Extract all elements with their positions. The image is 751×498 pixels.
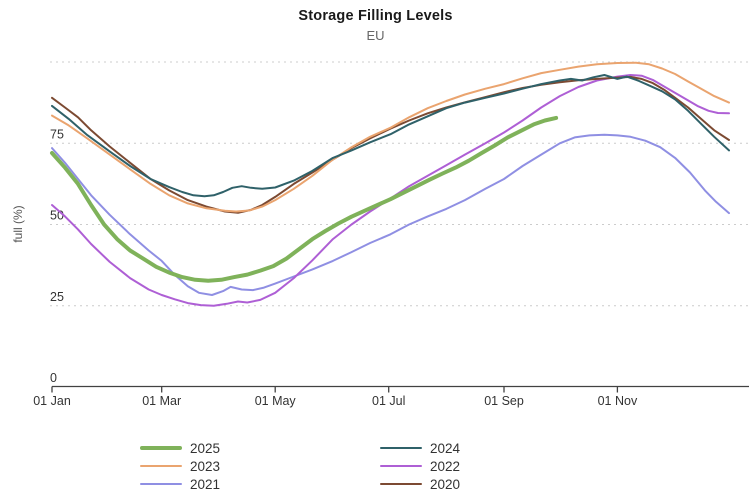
x-axis-label: 01 May (255, 394, 297, 408)
series-line-2023[interactable] (51, 61, 730, 213)
x-axis-label: 01 Jan (33, 394, 71, 408)
legend-label: 2022 (430, 458, 461, 474)
legend-item-2020[interactable]: 2020 (380, 476, 460, 492)
y-axis-label: 25 (50, 290, 64, 304)
legend-line-marker (380, 483, 422, 485)
x-axis-label: 01 Mar (142, 394, 181, 408)
legend-item-2024[interactable]: 2024 (380, 440, 460, 456)
page-subtitle: EU (366, 28, 385, 43)
legend-label: 2023 (190, 458, 221, 474)
legend-item-2023[interactable]: 2023 (140, 458, 220, 474)
legend-line-marker (140, 446, 182, 450)
y-axis-label: 0 (50, 371, 57, 385)
legend-line-marker (380, 465, 422, 467)
y-axis-label: 75 (50, 127, 64, 141)
legend-label: 2024 (430, 440, 461, 456)
legend-line-marker (140, 483, 182, 485)
legend-item-2025[interactable]: 2025 (140, 440, 220, 456)
page-title: Storage Filling Levels (298, 8, 453, 24)
legend-item-2021[interactable]: 2021 (140, 476, 220, 492)
legend-line-marker (140, 465, 182, 467)
series-line-2022[interactable] (51, 74, 730, 307)
plot-area[interactable]: 01 Jan 01 Mar 01 May 01 Jul 01 Sep 01 Nov0255… (0, 0, 751, 418)
series-line-2020[interactable] (51, 75, 730, 214)
series-line-2024[interactable] (51, 74, 730, 198)
legend-label: 2025 (190, 440, 221, 456)
y-axis-title: full (%) (11, 205, 25, 243)
legend-item-2022[interactable]: 2022 (380, 458, 460, 474)
legend-label: 2020 (430, 476, 461, 492)
x-axis-label: 01 Sep (484, 394, 524, 408)
series-line-2021[interactable] (51, 133, 730, 296)
x-axis-label: 01 Nov (598, 394, 638, 408)
legend-label: 2021 (190, 476, 221, 492)
x-axis-label: 01 Jul (372, 394, 405, 408)
legend-line-marker (380, 447, 422, 449)
series-line-2025[interactable] (50, 115, 559, 283)
